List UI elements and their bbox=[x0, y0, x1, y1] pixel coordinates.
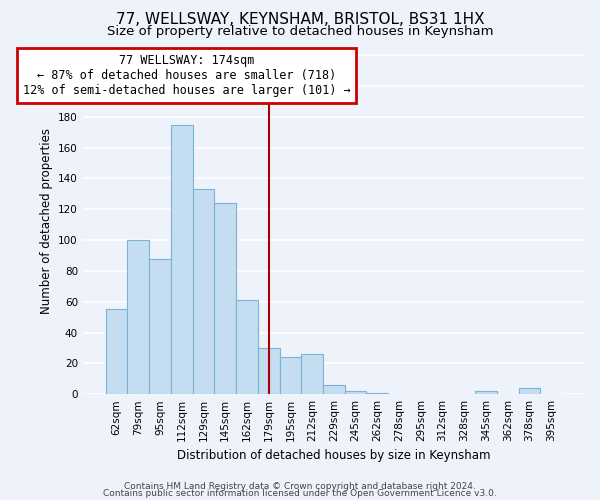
X-axis label: Distribution of detached houses by size in Keynsham: Distribution of detached houses by size … bbox=[177, 450, 491, 462]
Bar bbox=[236, 300, 258, 394]
Text: 77, WELLSWAY, KEYNSHAM, BRISTOL, BS31 1HX: 77, WELLSWAY, KEYNSHAM, BRISTOL, BS31 1H… bbox=[116, 12, 484, 28]
Bar bbox=[193, 190, 214, 394]
Bar bbox=[127, 240, 149, 394]
Bar bbox=[171, 124, 193, 394]
Bar bbox=[106, 310, 127, 394]
Y-axis label: Number of detached properties: Number of detached properties bbox=[40, 128, 53, 314]
Bar bbox=[149, 258, 171, 394]
Bar bbox=[301, 354, 323, 394]
Bar bbox=[280, 357, 301, 394]
Text: Size of property relative to detached houses in Keynsham: Size of property relative to detached ho… bbox=[107, 25, 493, 38]
Text: Contains HM Land Registry data © Crown copyright and database right 2024.: Contains HM Land Registry data © Crown c… bbox=[124, 482, 476, 491]
Text: Contains public sector information licensed under the Open Government Licence v3: Contains public sector information licen… bbox=[103, 490, 497, 498]
Bar bbox=[258, 348, 280, 394]
Bar bbox=[367, 392, 388, 394]
Text: 77 WELLSWAY: 174sqm
← 87% of detached houses are smaller (718)
12% of semi-detac: 77 WELLSWAY: 174sqm ← 87% of detached ho… bbox=[23, 54, 350, 96]
Bar bbox=[475, 391, 497, 394]
Bar bbox=[214, 203, 236, 394]
Bar bbox=[518, 388, 541, 394]
Bar bbox=[323, 385, 345, 394]
Bar bbox=[345, 391, 367, 394]
